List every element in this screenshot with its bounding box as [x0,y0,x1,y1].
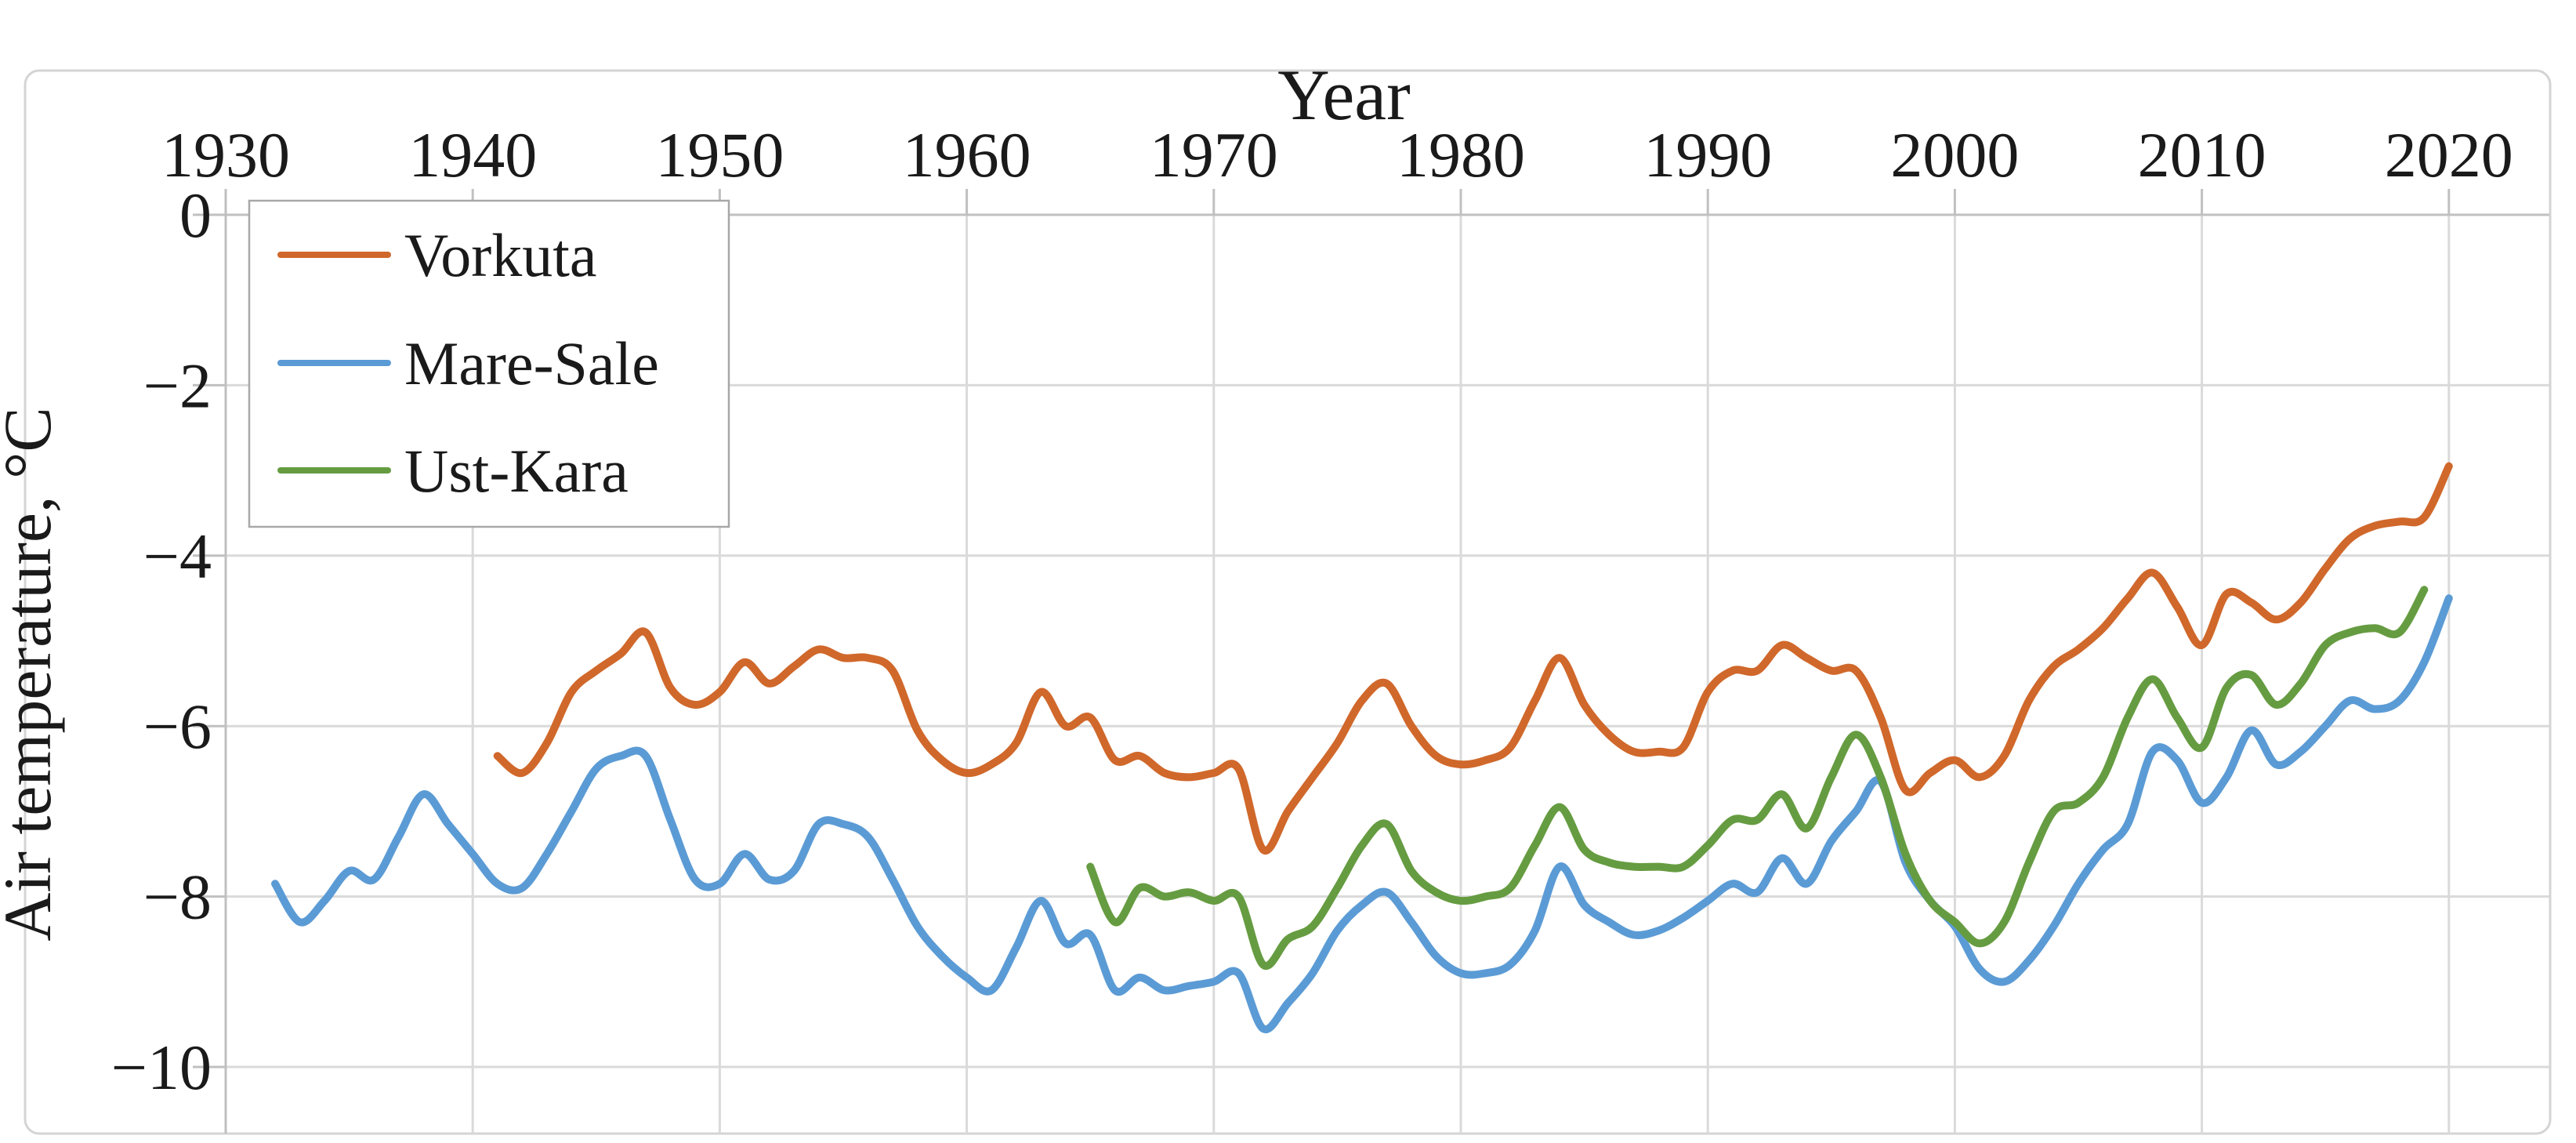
legend-label-mare-sale: Mare-Sale [404,329,659,397]
x-axis-tick-label: 1980 [1397,119,1525,190]
x-axis-tick-label: 1990 [1643,119,1772,190]
x-axis-tick-label: 1930 [161,119,290,190]
legend-label-ust-kara: Ust-Kara [404,437,629,505]
series-line-vorkuta [493,462,2453,855]
legend: Vorkuta Mare-Sale Ust-Kara [248,199,730,528]
series-lines [271,462,2453,1033]
legend-items: Vorkuta Mare-Sale Ust-Kara [277,221,659,505]
y-axis-title: Air temperature, °C [0,407,65,942]
series-line-mare-sale [271,594,2453,1033]
y-axis-tick-label: −8 [143,862,212,933]
x-axis-tick-label: 2020 [2385,119,2513,190]
series-line-ust-kara [1086,586,2429,971]
y-axis-tick-label: −4 [143,521,212,592]
y-axis-tick-label: −10 [111,1032,212,1103]
legend-label-vorkuta: Vorkuta [404,221,597,289]
y-axis-tick-label: −6 [143,691,212,762]
x-axis-tick-label: 1940 [408,119,537,190]
x-axis-tick-label: 1970 [1150,119,1278,190]
gridlines [226,215,2549,1134]
x-axis-tick-labels: 1930 1940 1950 1960 1970 1980 1990 2000 2010 2020 [161,119,2513,190]
y-axis-tick-labels: 0 −2 −4 −6 −8 −10 [111,180,212,1103]
y-axis-tick-label: −2 [143,350,212,421]
x-axis-tick-label: 1960 [903,119,1031,190]
x-axis-tick-label: 1950 [655,119,784,190]
y-axis-tick-label: 0 [179,180,212,251]
x-axis-tick-label: 2000 [1890,119,2019,190]
x-axis-tick-label: 2010 [2138,119,2266,190]
x-axis-title: Year [1277,55,1411,135]
